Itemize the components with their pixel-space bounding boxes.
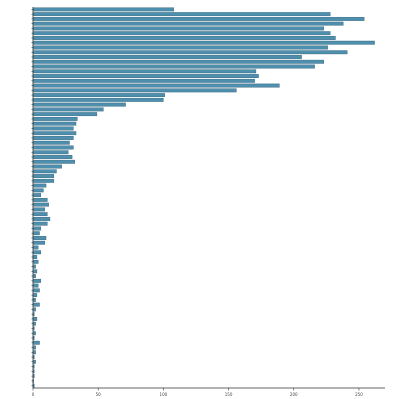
bar-47 — [32, 231, 40, 236]
bar-26 — [32, 131, 77, 136]
bar-58 — [32, 283, 39, 288]
x-tick-label-0: 0 — [32, 392, 35, 397]
x-tick-label-5: 250 — [355, 392, 363, 397]
bar-53 — [32, 259, 39, 264]
bar-27 — [32, 136, 74, 140]
bar-35 — [32, 174, 55, 178]
bar-3 — [32, 21, 344, 26]
bar-60 — [32, 293, 38, 298]
bar-17 — [32, 88, 237, 93]
bar-2 — [32, 16, 365, 21]
bar-46 — [32, 226, 42, 231]
bar-52 — [32, 255, 38, 259]
x-tick-label-1: 50 — [96, 392, 102, 397]
x-ticks-group: 0 50 100 150 200 250 — [32, 388, 363, 397]
x-tick-label-3: 150 — [225, 392, 233, 397]
bar-32 — [32, 159, 75, 164]
bar-24 — [32, 121, 77, 126]
bar-20 — [32, 102, 126, 107]
bar-65 — [32, 317, 38, 321]
bar-36 — [32, 178, 55, 183]
bar-1 — [32, 12, 331, 17]
bar-51 — [32, 250, 42, 255]
bar-22 — [32, 112, 98, 117]
bar-8 — [32, 45, 328, 50]
bar-14 — [32, 74, 259, 78]
bar-9 — [32, 50, 348, 55]
bar-44 — [32, 217, 51, 221]
bar-13 — [32, 69, 257, 74]
bar-5 — [32, 31, 331, 36]
bar-19 — [32, 97, 164, 102]
bar-0 — [32, 7, 175, 12]
bar-6 — [32, 36, 336, 40]
bar-31 — [32, 155, 73, 159]
x-tick-label-2: 100 — [160, 392, 168, 397]
bar-11 — [32, 59, 324, 64]
bar-7 — [32, 40, 375, 45]
bar-34 — [32, 169, 57, 174]
bar-16 — [32, 83, 280, 88]
bar-30 — [32, 150, 69, 155]
bars-group — [32, 7, 375, 388]
bar-21 — [32, 107, 104, 112]
bar-18 — [32, 93, 165, 98]
bar-42 — [32, 207, 45, 212]
bar-39 — [32, 193, 42, 198]
bar-57 — [32, 278, 42, 283]
bar-15 — [32, 78, 255, 83]
bar-59 — [32, 288, 40, 293]
bar-28 — [32, 140, 70, 145]
x-tick-label-4: 200 — [290, 392, 298, 397]
bar-48 — [32, 236, 47, 240]
bar-37 — [32, 183, 47, 188]
bar-33 — [32, 164, 62, 169]
bar-4 — [32, 26, 324, 31]
bar-23 — [32, 116, 78, 121]
bar-12 — [32, 64, 315, 69]
bar-49 — [32, 240, 45, 245]
bar-62 — [32, 302, 40, 307]
bar-43 — [32, 212, 48, 217]
bar-25 — [32, 126, 74, 131]
bar-29 — [32, 145, 74, 150]
bar-41 — [32, 202, 49, 207]
bar-45 — [32, 221, 48, 226]
bar-40 — [32, 197, 48, 202]
bar-10 — [32, 55, 302, 59]
bar-70 — [32, 340, 40, 345]
bar-55 — [32, 269, 38, 274]
bar-50 — [32, 245, 39, 250]
bar-38 — [32, 188, 44, 193]
